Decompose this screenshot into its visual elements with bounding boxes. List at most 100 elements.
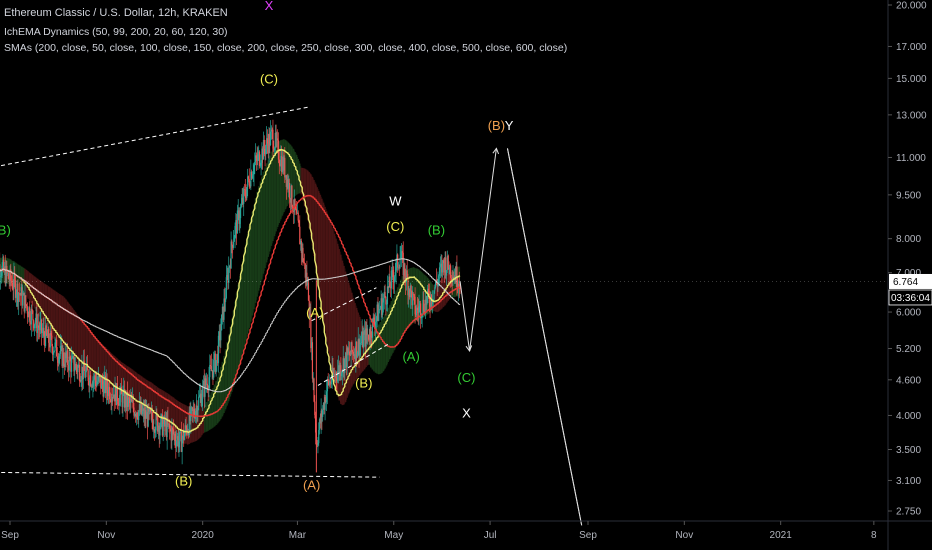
chart-title[interactable]: Ethereum Classic / U.S. Dollar, 12h, KRA… bbox=[4, 7, 228, 19]
wave-label[interactable]: X bbox=[462, 405, 471, 420]
candle-body bbox=[215, 360, 217, 373]
wave-label[interactable]: (B) bbox=[355, 376, 372, 391]
cloud-segment bbox=[175, 400, 178, 439]
candle-body bbox=[245, 195, 247, 199]
candle-body bbox=[78, 364, 81, 381]
candle-body bbox=[149, 409, 151, 412]
candle-body bbox=[297, 212, 299, 221]
projection-segment[interactable] bbox=[469, 148, 497, 352]
candle-body bbox=[118, 404, 120, 406]
cloud-segment bbox=[300, 167, 303, 195]
trendline-channel-upper[interactable] bbox=[311, 287, 377, 322]
candle-body bbox=[159, 427, 161, 436]
candle-body bbox=[290, 185, 292, 203]
cloud-segment bbox=[308, 172, 311, 229]
candle-body bbox=[70, 360, 72, 372]
candle-body bbox=[70, 358, 73, 372]
candle-body bbox=[438, 275, 440, 279]
candle-body bbox=[44, 335, 46, 346]
candle-body bbox=[116, 383, 118, 402]
cloud-segment bbox=[253, 204, 255, 310]
cloud-segment bbox=[58, 294, 61, 348]
candle-body bbox=[2, 259, 4, 266]
candle-body bbox=[142, 408, 145, 412]
price-tick-label: 4.000 bbox=[896, 411, 921, 422]
candle-body bbox=[418, 306, 420, 314]
cloud-segment bbox=[47, 286, 50, 332]
wave-label[interactable]: (A) bbox=[402, 349, 419, 364]
wave-label[interactable]: (A) bbox=[306, 305, 323, 320]
trendline-upper-resistance[interactable] bbox=[0, 106, 309, 167]
cloud-segment bbox=[246, 233, 249, 334]
candle-body bbox=[273, 148, 275, 151]
candle-body bbox=[55, 339, 57, 343]
trendline-lower-support[interactable] bbox=[0, 471, 380, 478]
candle-body bbox=[26, 306, 28, 314]
candle-body bbox=[256, 158, 258, 161]
price-axis[interactable]: 20.000 17.000 15.000 13.000 11.000 9.500 8.000… bbox=[888, 1, 927, 518]
indicator-ichema-label[interactable]: IchEMA Dynamics (50, 99, 200, 20, 60, 12… bbox=[4, 26, 228, 38]
candle-body bbox=[243, 189, 245, 204]
projection-segment[interactable] bbox=[459, 281, 471, 352]
candle-body bbox=[84, 370, 86, 378]
candle-body bbox=[172, 428, 174, 430]
cloud-segment bbox=[396, 287, 399, 344]
candle-body bbox=[254, 155, 257, 163]
candle-body bbox=[287, 179, 289, 189]
wave-label[interactable]: (C) bbox=[260, 71, 278, 86]
wave-label[interactable]: Y bbox=[505, 118, 514, 133]
cloud-segment bbox=[35, 277, 37, 312]
wave-label[interactable]: (A) bbox=[303, 478, 320, 493]
cloud-segment bbox=[202, 407, 205, 434]
candle-body bbox=[142, 411, 144, 414]
candle-body bbox=[24, 295, 26, 312]
candle-body bbox=[65, 353, 67, 359]
candle-body bbox=[93, 379, 95, 381]
wave-label[interactable]: (B) bbox=[428, 222, 445, 237]
candle-body bbox=[0, 276, 2, 278]
candle-body bbox=[314, 401, 316, 416]
time-axis[interactable]: Sep Nov 2020 Mar May Jul Sep Nov 2021 8 bbox=[1, 521, 877, 541]
cloud-segment bbox=[243, 250, 246, 347]
candle-body bbox=[311, 342, 314, 379]
cloud-segment bbox=[265, 163, 268, 263]
moving-averages bbox=[0, 148, 461, 434]
candle-body bbox=[289, 198, 291, 203]
candle-body bbox=[128, 397, 130, 400]
cloud-segment bbox=[216, 376, 219, 424]
wave-label[interactable]: (C) bbox=[457, 370, 475, 385]
candle-body bbox=[422, 299, 424, 315]
candle-body bbox=[83, 360, 85, 371]
wave-label[interactable]: (C) bbox=[386, 219, 404, 234]
candle-body bbox=[95, 380, 97, 387]
candle-body bbox=[82, 366, 84, 380]
indicator-smas-label[interactable]: SMAs (200, close, 50, close, 100, close,… bbox=[4, 42, 568, 54]
cloud-segment bbox=[142, 377, 145, 417]
wave-label[interactable]: X bbox=[265, 0, 274, 13]
candle-body bbox=[383, 291, 385, 299]
cloud-segment bbox=[130, 368, 132, 408]
candle-body bbox=[318, 430, 320, 444]
cloud-segment bbox=[95, 338, 97, 385]
candle-body bbox=[337, 365, 340, 373]
candle-body bbox=[355, 341, 357, 361]
candle-body bbox=[322, 410, 324, 417]
candle-body bbox=[52, 351, 55, 355]
cloud-segment bbox=[322, 202, 325, 322]
candle-body bbox=[12, 288, 14, 290]
projection-segment[interactable] bbox=[506, 148, 583, 526]
price-tick-label: 5.200 bbox=[896, 344, 921, 355]
wave-label[interactable]: (B) bbox=[488, 118, 505, 133]
candle-body bbox=[180, 431, 182, 452]
candle-body bbox=[337, 372, 339, 381]
wave-label[interactable]: (B) bbox=[0, 222, 11, 237]
wave-label[interactable]: W bbox=[389, 193, 402, 208]
cloud-segment bbox=[43, 283, 45, 324]
candle-body bbox=[380, 298, 382, 309]
candle-body bbox=[167, 418, 169, 425]
wave-label[interactable]: (B) bbox=[175, 473, 192, 488]
candle-body bbox=[352, 351, 354, 353]
candle-body bbox=[89, 375, 92, 387]
candle-body bbox=[61, 345, 63, 367]
